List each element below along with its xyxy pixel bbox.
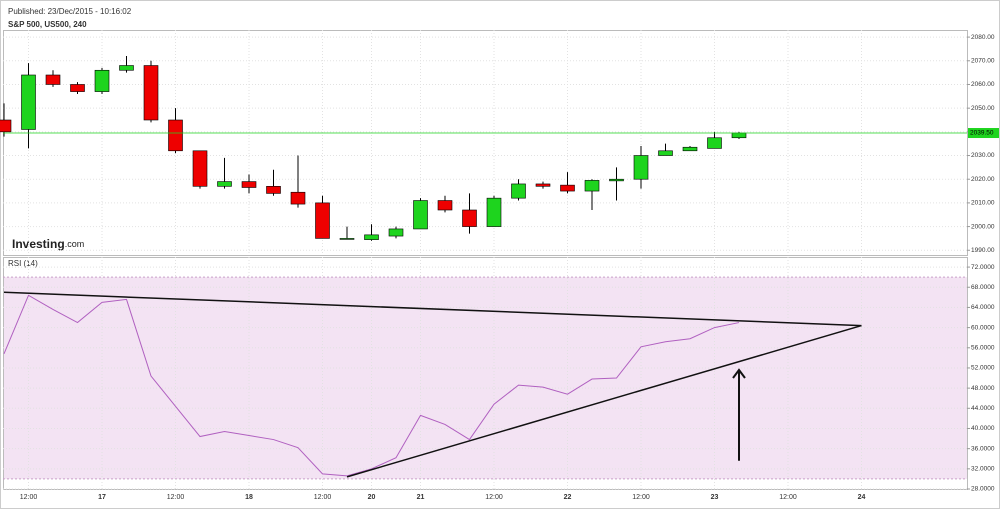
candle-body (143, 65, 159, 121)
y-tick-label: 60.0000 (971, 324, 995, 331)
brand-suffix: .com (65, 239, 85, 249)
x-tick-label: 23 (711, 494, 719, 501)
current-price-label: 2039.50 (970, 130, 994, 137)
y-tick-label: 2000.00 (971, 223, 995, 230)
brand-logo: Investing.com (12, 237, 84, 251)
y-tick-label: 28.0000 (971, 486, 995, 493)
y-tick-label: 2010.00 (971, 200, 995, 207)
x-tick-label: 24 (858, 494, 866, 501)
trendline (346, 324, 862, 478)
x-tick-label: 12:00 (20, 494, 38, 501)
candle-body (707, 137, 722, 149)
y-tick-label: 64.0000 (971, 304, 995, 311)
y-tick-label: 2050.00 (971, 105, 995, 112)
y-tick-label: 2070.00 (971, 58, 995, 65)
y-tick-label: 1990.00 (971, 247, 995, 254)
y-tick-label: 68.0000 (971, 284, 995, 291)
y-tick-label: 2020.00 (971, 176, 995, 183)
rsi-line (3, 294, 740, 477)
x-tick-label: 18 (245, 494, 253, 501)
candle-body (633, 155, 649, 180)
symbol-title: S&P 500, US500, 240 (8, 20, 87, 29)
x-tick-label: 12:00 (779, 494, 797, 501)
y-tick-label: 72.0000 (971, 264, 995, 271)
candle-body (535, 183, 551, 187)
candle-body (21, 74, 36, 130)
candle-body (658, 150, 673, 156)
candle-body (266, 186, 281, 194)
x-tick-label: 12:00 (167, 494, 185, 501)
y-tick-label: 32.0000 (971, 466, 995, 473)
current-price-box (968, 128, 999, 139)
x-tick-label: 12:00 (485, 494, 503, 501)
candle-body (241, 181, 257, 188)
rsi-title: RSI (14) (8, 259, 38, 268)
x-tick-label: 20 (368, 494, 376, 501)
candle-body (388, 228, 404, 237)
candle-body (413, 200, 428, 230)
candle-body (462, 209, 477, 227)
y-tick-label: 2060.00 (971, 81, 995, 88)
x-tick-label: 17 (98, 494, 106, 501)
candle-body (584, 180, 600, 192)
y-tick-label: 56.0000 (971, 344, 995, 351)
candle-body (437, 200, 453, 211)
candle-body (119, 65, 134, 71)
y-tick-label: 48.0000 (971, 385, 995, 392)
candle-body (94, 69, 110, 92)
candle-body (0, 119, 12, 133)
y-tick-label: 40.0000 (971, 425, 995, 432)
candle-body (682, 146, 698, 152)
x-tick-label: 12:00 (314, 494, 332, 501)
y-tick-label: 44.0000 (971, 405, 995, 412)
trendline (3, 291, 862, 327)
candle-body (315, 202, 330, 239)
x-tick-label: 21 (417, 494, 425, 501)
candle-body (339, 238, 355, 240)
y-tick-label: 2030.00 (971, 152, 995, 159)
candle-body (511, 183, 526, 199)
y-tick-label: 2080.00 (971, 34, 995, 41)
candle-body (192, 150, 208, 187)
candle-body (217, 181, 232, 187)
candle-body (45, 74, 61, 85)
x-tick-label: 22 (564, 494, 572, 501)
rsi-panel (3, 257, 968, 490)
price-panel (3, 30, 968, 256)
candle-body (609, 178, 624, 182)
candle-body (290, 191, 306, 205)
brand: Investing (12, 237, 65, 251)
candle-body (486, 197, 502, 227)
published: Published: 23/Dec/2015 - 10:16:02 (8, 7, 132, 16)
candle-body (364, 234, 379, 240)
candle-body (70, 84, 85, 92)
x-tick-label: 12:00 (632, 494, 650, 501)
candle-body (168, 119, 183, 152)
candle-body (731, 132, 747, 139)
arrow-head (732, 368, 746, 379)
y-tick-label: 36.0000 (971, 445, 995, 452)
candle-body (560, 184, 575, 192)
y-tick-label: 52.0000 (971, 365, 995, 372)
